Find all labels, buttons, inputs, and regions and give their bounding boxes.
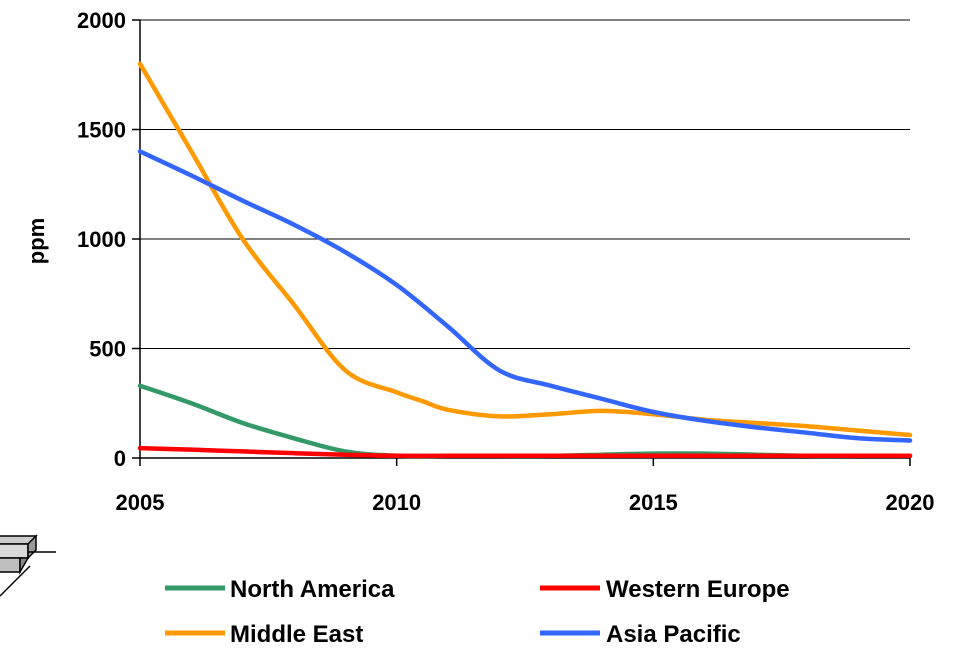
series-line-western-europe xyxy=(137,445,913,459)
y-axis-label: ppm xyxy=(24,218,49,264)
legend-label-western-europe: Western Europe xyxy=(606,576,790,603)
x-tick-label-2015: 2015 xyxy=(629,490,678,515)
legend-label-asia-pacific: Asia Pacific xyxy=(606,621,741,648)
y-axis-ticks: 0 500 1000 1500 2000 xyxy=(77,8,140,471)
y-tick-label-1500: 1500 xyxy=(77,118,126,143)
legend-label-north-america: North America xyxy=(230,576,395,603)
legend-item-asia-pacific: Asia Pacific xyxy=(540,621,741,648)
series-line-middle-east xyxy=(137,61,913,438)
gridlines xyxy=(140,19,910,349)
legend-item-middle-east: Middle East xyxy=(165,621,363,648)
x-tick-label-2020: 2020 xyxy=(886,490,935,515)
series-line-north-america xyxy=(137,383,913,459)
legend-item-western-europe: Western Europe xyxy=(540,576,790,603)
series-line-asia-pacific xyxy=(137,149,913,443)
legend: North America Western Europe Middle East… xyxy=(165,576,790,648)
x-tick-label-2010: 2010 xyxy=(372,490,421,515)
legend-item-north-america: North America xyxy=(165,576,395,603)
y-tick-label-1000: 1000 xyxy=(77,227,126,252)
y-tick-label-2000: 2000 xyxy=(77,8,126,33)
legend-label-middle-east: Middle East xyxy=(230,621,363,648)
y-tick-label-0: 0 xyxy=(114,446,126,471)
y-tick-label-500: 500 xyxy=(89,337,126,362)
x-tick-label-2005: 2005 xyxy=(116,490,165,515)
x-axis-ticks: 2005 2010 2015 2020 xyxy=(116,458,935,515)
block-stack-icon xyxy=(0,534,56,597)
series-lines xyxy=(137,61,913,459)
